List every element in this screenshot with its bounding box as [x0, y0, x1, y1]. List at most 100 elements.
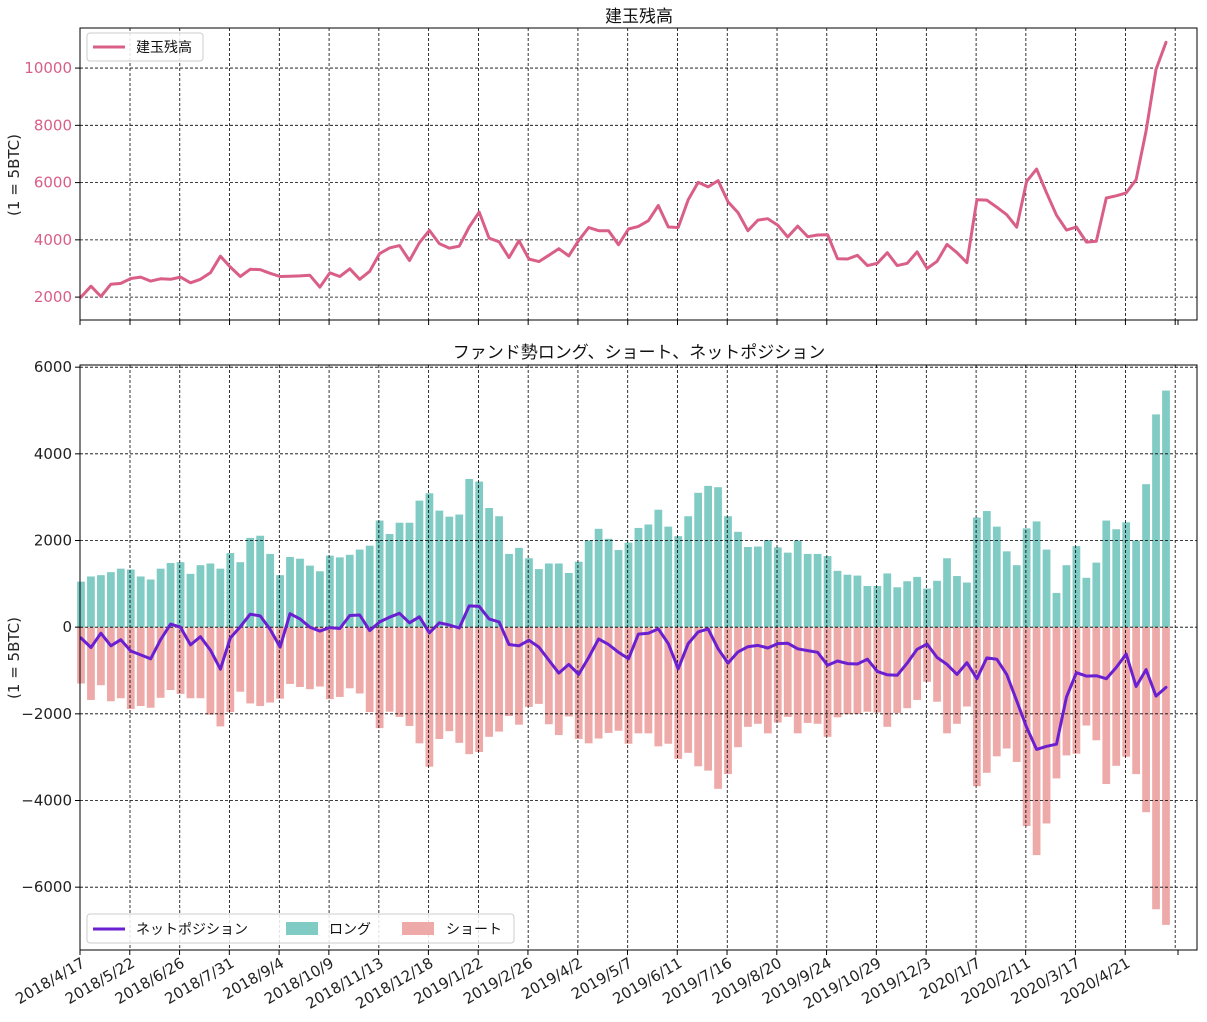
long-bar: [176, 562, 185, 628]
short-bar: [325, 627, 334, 700]
long-bar: [425, 493, 434, 628]
long-bar: [525, 558, 533, 628]
long-bar: [554, 563, 563, 628]
open-interest-grid: [80, 28, 1197, 320]
positions-legend: ネットポジション ロング ショート: [86, 913, 515, 944]
long-bar: [644, 524, 653, 628]
long-bar: [465, 478, 474, 628]
long-bar: [793, 540, 802, 628]
long-bar: [893, 587, 902, 628]
long-bar: [1032, 521, 1041, 628]
open-interest-ytick-label: 4000: [34, 231, 72, 249]
long-bar: [226, 553, 235, 628]
long-bar: [1072, 546, 1081, 628]
long-bar: [684, 516, 693, 628]
long-bar: [594, 528, 603, 628]
long-bar: [206, 563, 215, 628]
long-bar: [773, 547, 782, 628]
short-bar: [126, 627, 135, 710]
short-bar: [853, 627, 862, 714]
long-bar: [1112, 529, 1121, 628]
short-bar: [495, 627, 503, 732]
long-bar: [584, 540, 593, 628]
short-bar: [1062, 627, 1071, 756]
long-bar: [495, 516, 503, 628]
open-interest-panel: 建玉残高 (1 = 5BTC) 2000 4000 6000 8000 10000 建玉…: [5, 7, 1198, 325]
long-bar: [97, 575, 105, 628]
short-bar: [1102, 627, 1111, 785]
long-bar: [564, 573, 573, 628]
short-bar: [674, 627, 683, 759]
short-bar: [296, 627, 304, 687]
long-bar: [1042, 549, 1051, 628]
positions-ytick-label: −2000: [21, 705, 72, 723]
positions-bars: [77, 390, 1170, 925]
open-interest-frame: [79, 27, 1198, 321]
positions-ytick-label: 4000: [34, 445, 72, 463]
open-interest-legend-box: [86, 32, 204, 62]
short-bar: [644, 627, 653, 734]
long-bar: [544, 563, 553, 628]
net-position-series: [79, 604, 1168, 751]
long-bar: [763, 540, 772, 628]
long-bar: [992, 526, 1001, 628]
positions-title: ファンド勢ロング、ショート、ネットポジション: [453, 343, 825, 363]
long-bar: [1092, 562, 1101, 628]
short-bar: [793, 627, 802, 734]
short-bar: [1162, 627, 1170, 925]
short-bar: [1142, 627, 1150, 813]
long-bar: [923, 588, 931, 628]
open-interest-title: 建玉残高: [605, 7, 673, 27]
open-interest-ytick-label: 10000: [24, 59, 72, 77]
open-interest-series: [79, 40, 1168, 299]
long-legend-swatch: [286, 922, 318, 935]
short-bar: [564, 627, 573, 717]
long-bar: [355, 549, 364, 628]
long-bar: [77, 581, 85, 628]
short-bar: [783, 627, 792, 717]
long-bar: [296, 558, 304, 628]
long-bar: [1152, 414, 1160, 628]
long-bar: [236, 562, 245, 628]
short-bar: [614, 627, 623, 731]
long-bar: [445, 516, 454, 628]
long-bar: [116, 568, 125, 628]
short-bar: [365, 627, 374, 713]
short-bar: [714, 627, 722, 789]
short-bar: [574, 627, 583, 739]
long-bar: [286, 556, 294, 628]
short-bar: [176, 627, 185, 694]
short-bar: [694, 627, 703, 767]
short-legend-swatch: [402, 922, 434, 935]
short-bar: [963, 627, 971, 707]
short-bar: [445, 627, 454, 732]
open-interest-ytick-label: 6000: [34, 174, 72, 192]
short-bar: [535, 627, 543, 704]
long-bar: [903, 581, 912, 628]
short-bar: [375, 627, 384, 729]
long-bar: [316, 571, 324, 628]
long-bar: [1052, 592, 1061, 628]
long-bar: [1062, 565, 1071, 628]
long-bar: [1022, 528, 1031, 628]
short-bar: [763, 627, 772, 734]
long-bar: [186, 573, 195, 628]
long-bar: [415, 500, 424, 628]
short-bar: [87, 627, 95, 700]
long-bar: [325, 555, 334, 628]
long-bar: [136, 576, 145, 628]
short-bar: [515, 627, 523, 725]
long-bar: [803, 553, 812, 628]
short-bar: [455, 627, 464, 743]
short-bar: [425, 627, 434, 767]
short-bar: [345, 627, 354, 689]
positions-ytick-label: −6000: [21, 878, 72, 896]
short-bar: [624, 627, 633, 744]
long-bar: [87, 576, 95, 628]
long-bar: [405, 522, 414, 628]
short-bar: [276, 627, 284, 699]
long-bar: [375, 520, 384, 628]
short-bar: [286, 627, 294, 684]
long-bar: [704, 485, 712, 628]
long-bar: [972, 517, 981, 628]
